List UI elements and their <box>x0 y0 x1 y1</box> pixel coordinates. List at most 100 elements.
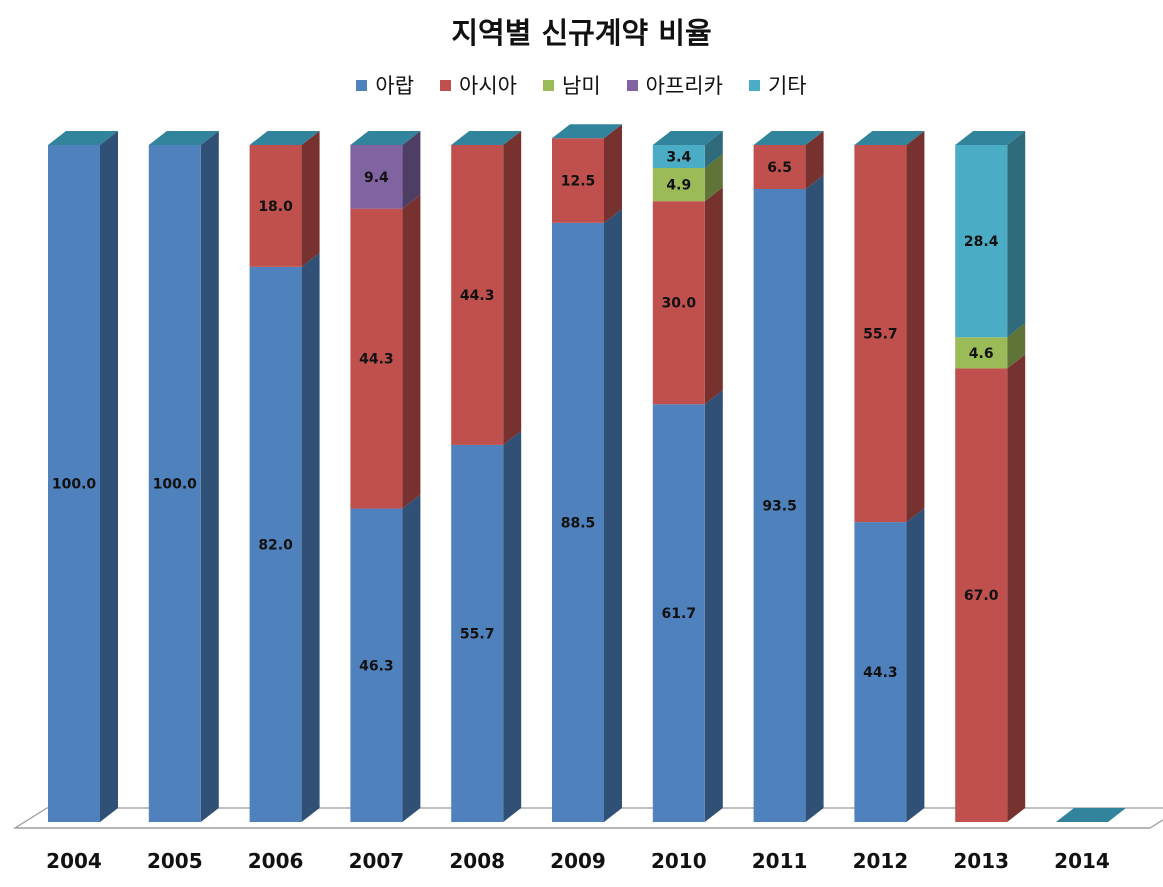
bar-side-2010-0 <box>704 390 723 822</box>
bar-2012-1 <box>854 145 907 523</box>
data-label-2006-0: 82.0 <box>258 537 293 553</box>
x-tick-label-2008: 2008 <box>449 849 505 873</box>
x-tick-label-2009: 2009 <box>550 849 606 873</box>
bar-top-2014 <box>1056 808 1126 822</box>
x-tick-label-2006: 2006 <box>248 849 304 873</box>
bar-side-2010-1 <box>704 187 723 405</box>
bar-side-2009-1 <box>604 124 622 223</box>
legend-label-asia: 아시아 <box>459 74 518 98</box>
data-label-2005-0: 100.0 <box>153 477 198 493</box>
data-label-2004-0: 100.0 <box>52 477 97 493</box>
legend-label-other: 기타 <box>767 74 807 98</box>
data-label-2011-1: 6.5 <box>767 160 792 176</box>
x-axis: 2004 2005 2006 2007 2008 2009 2010 2011 2012 2013… <box>46 849 1110 873</box>
data-label-2010-4: 3.4 <box>666 150 691 166</box>
bar-side-2012-0 <box>906 508 925 822</box>
data-label-2009-0: 88.5 <box>561 515 596 531</box>
chart-title: 지역별 신규계약 비율 <box>451 16 712 50</box>
data-label-2013-2: 4.6 <box>969 346 994 362</box>
bar-side-2007-1 <box>402 194 421 509</box>
data-label-2013-4: 28.4 <box>964 234 999 250</box>
bar-2006-0 <box>249 266 302 822</box>
bar-2010-4 <box>652 145 705 169</box>
legend-item-africa: 아프리카 <box>626 70 723 100</box>
data-label-2007-0: 46.3 <box>359 658 394 674</box>
bar-2010-0 <box>652 404 705 822</box>
data-labels: 100.0 100.0 82.0 18.0 46.3 44.3 9.4 55.7 44.3 88.… <box>52 150 999 682</box>
data-label-2012-1: 55.7 <box>863 327 898 343</box>
bar-2013-4 <box>955 145 1008 338</box>
legend-swatch-africa <box>626 79 638 91</box>
bar-side-2010-4 <box>704 131 723 169</box>
bar-top-2010 <box>652 131 723 145</box>
bar-side-2005-0 <box>200 131 219 822</box>
bar-2005-0 <box>148 145 201 822</box>
x-tick-label-2004: 2004 <box>46 849 102 873</box>
data-label-2008-0: 55.7 <box>460 626 495 642</box>
data-label-2013-1: 67.0 <box>964 588 999 604</box>
bar-2009-0 <box>552 222 604 823</box>
bar-side-2006-1 <box>301 131 320 267</box>
x-tick-label-2011: 2011 <box>752 849 808 873</box>
bar-side-2008-0 <box>503 430 522 822</box>
data-label-2010-0: 61.7 <box>662 606 697 622</box>
bar-2011-0 <box>753 189 806 822</box>
bar-side-2013-4 <box>1007 131 1026 338</box>
data-label-2011-0: 93.5 <box>762 499 797 515</box>
bar-top-2005 <box>148 131 219 145</box>
data-label-2012-0: 44.3 <box>863 665 898 681</box>
bar-side-2009-0 <box>604 208 622 823</box>
bar-top-2006 <box>249 131 320 145</box>
data-label-2007-1: 44.3 <box>359 352 394 368</box>
bar-side-2006-0 <box>301 252 320 823</box>
data-label-2010-2: 4.9 <box>666 178 691 194</box>
x-tick-label-2013: 2013 <box>953 849 1009 873</box>
bar-side-2013-1 <box>1007 354 1026 822</box>
x-tick-label-2012: 2012 <box>853 849 909 873</box>
legend-swatch-south-america <box>543 79 555 91</box>
bar-2007-3 <box>350 145 403 209</box>
x-tick-label-2010: 2010 <box>651 849 707 873</box>
bar-side-2007-3 <box>402 131 421 209</box>
bars <box>48 124 1126 823</box>
bar-top-2007 <box>350 131 421 145</box>
bar-2008-0 <box>451 444 504 822</box>
bar-2013-2 <box>955 337 1008 369</box>
bar-2008-1 <box>451 145 504 445</box>
bar-2004-0 <box>48 145 100 822</box>
bar-top-2011 <box>753 131 824 145</box>
legend-item-south-america: 남미 <box>543 70 601 100</box>
data-label-2010-1: 30.0 <box>662 296 697 312</box>
legend-item-asia: 아시아 <box>440 70 517 100</box>
bar-side-2012-1 <box>906 131 925 523</box>
bar-2009-1 <box>552 138 604 223</box>
bar-2012-0 <box>854 522 907 822</box>
legend-item-other: 기타 <box>748 70 807 100</box>
legend-swatch-arab <box>356 79 368 91</box>
bar-side-2011-0 <box>805 175 824 822</box>
x-tick-label-2007: 2007 <box>349 849 405 873</box>
bar-2013-1 <box>955 368 1008 822</box>
bar-top-2009 <box>552 124 622 139</box>
bar-2010-2 <box>652 168 705 202</box>
bar-side-2010-2 <box>704 154 723 202</box>
legend-item-arab: 아랍 <box>356 70 414 100</box>
legend-label-south-america: 남미 <box>562 74 601 98</box>
legend-label-africa: 아프리카 <box>645 74 723 98</box>
bar-top-2004 <box>48 131 118 145</box>
bar-2007-1 <box>350 208 403 509</box>
x-tick-label-2005: 2005 <box>147 849 203 873</box>
bar-side-2007-0 <box>402 494 421 822</box>
bar-2011-1 <box>753 145 806 190</box>
data-label-2007-3: 9.4 <box>364 170 389 186</box>
data-label-2009-1: 12.5 <box>561 174 596 190</box>
legend: 아랍 아시아 남미 아프리카 기타 <box>0 70 1163 100</box>
bar-top-2008 <box>451 131 522 145</box>
legend-label-arab: 아랍 <box>375 74 415 98</box>
legend-swatch-asia <box>440 79 452 91</box>
x-tick-label-2014: 2014 <box>1054 849 1110 873</box>
bar-side-2011-1 <box>805 131 824 190</box>
legend-swatch-other <box>748 79 760 91</box>
bar-top-2012 <box>854 131 925 145</box>
